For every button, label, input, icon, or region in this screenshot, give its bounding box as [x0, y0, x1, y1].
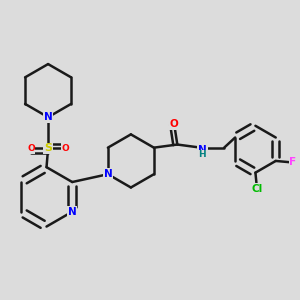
Text: Cl: Cl: [251, 184, 262, 194]
Text: N: N: [103, 169, 112, 179]
Text: O: O: [61, 144, 69, 153]
Text: O: O: [27, 144, 35, 153]
Text: N: N: [68, 207, 76, 217]
Text: F: F: [290, 158, 296, 167]
Text: H: H: [199, 150, 206, 159]
Text: N: N: [198, 145, 207, 155]
Text: O: O: [170, 119, 178, 129]
Text: N: N: [44, 112, 52, 122]
Text: S: S: [44, 143, 52, 153]
